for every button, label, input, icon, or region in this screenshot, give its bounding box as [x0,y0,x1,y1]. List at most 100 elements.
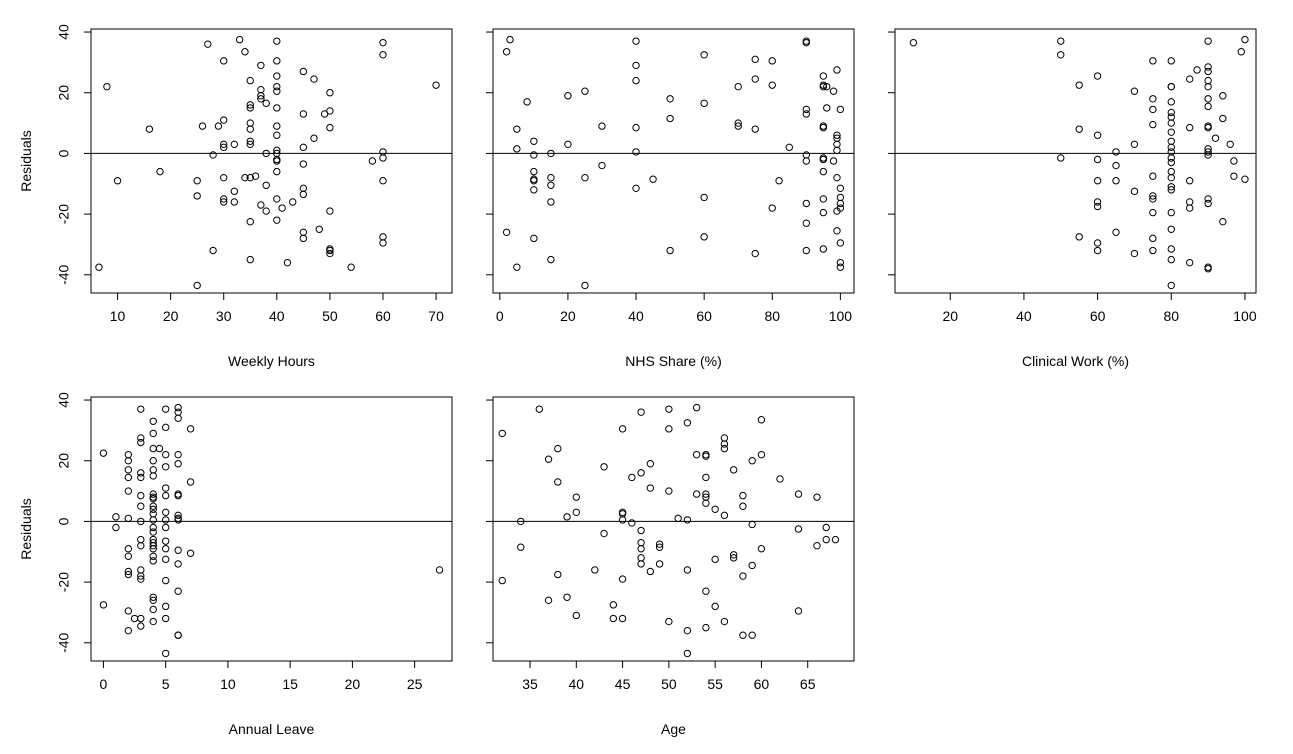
data-point [802,199,811,208]
data-point [241,173,249,182]
data-point [1211,134,1220,142]
data-point [246,140,254,149]
data-point [1204,95,1212,103]
data-point [1149,95,1157,103]
panel-4: 0 5 10 15 20 25 -40 -20 0 20 40 Annual Leave Residua… [18,392,453,737]
data-point [149,516,157,524]
x-tick-label: 20 [345,676,361,692]
data-point [775,177,783,185]
data-point [819,155,828,164]
data-point [637,545,645,553]
data-point [513,145,521,153]
data-point [1167,98,1175,106]
data-point [702,623,710,632]
x-tick-label: 5 [162,676,170,692]
data-point [739,572,747,580]
data-point [1167,113,1175,121]
data-point [739,631,747,639]
data-point [278,204,286,212]
data-point [379,154,387,162]
data-point [734,122,742,130]
data-point [326,123,334,132]
data-point [262,99,270,108]
data-point [729,554,738,562]
data-point [530,177,538,185]
data-point [161,545,170,553]
data-point [720,444,729,453]
data-point [819,245,828,253]
data-point [299,184,308,193]
data-point [149,552,157,561]
data-point [1167,225,1175,233]
data-point [720,440,729,448]
data-point [517,543,525,551]
data-point [1093,239,1102,247]
data-point [230,187,239,196]
data-point [1167,82,1175,91]
data-point [186,549,195,557]
data-point [572,508,581,517]
data-point [149,466,157,474]
data-point [149,505,157,513]
data-point [161,555,170,564]
data-point [683,566,692,574]
data-point [819,123,828,132]
data-point [692,403,701,412]
data-point [326,107,334,115]
data-point [757,545,766,553]
data-point [632,123,640,132]
data-point [1149,192,1157,200]
data-point [637,538,645,547]
data-point [751,125,759,133]
plot-frame [894,28,1257,294]
data-point [649,175,657,183]
data-point [1167,167,1175,176]
data-point [186,478,195,486]
data-point [1204,76,1212,85]
data-point [666,114,674,123]
data-point [802,157,811,165]
data-point [819,195,828,203]
data-point [149,557,157,565]
data-point [1149,120,1157,129]
data-point [137,438,145,447]
data-point [1057,154,1065,162]
data-point [909,38,918,47]
data-point [193,177,201,185]
x-tick-label: 35 [522,676,538,692]
data-point [1167,158,1175,167]
data-point [665,405,673,413]
data-point [1167,154,1175,162]
data-point [768,204,776,212]
data-point [1185,204,1194,212]
data-point [823,104,831,112]
data-point [299,234,308,243]
data-point [637,560,645,568]
y-tick-label: -20 [56,204,72,224]
data-point [220,140,228,149]
data-point [1167,208,1175,217]
data-point [246,76,254,85]
data-point [257,95,265,103]
data-point [149,444,157,453]
data-point [1185,177,1194,185]
data-point [1167,173,1175,182]
data-point [1204,148,1212,156]
data-point [161,450,170,459]
data-point [748,631,756,639]
data-point [95,263,103,271]
data-point [174,491,182,500]
data-point [720,617,729,626]
data-point [666,246,674,255]
x-tick-label: 70 [428,308,444,324]
data-point [161,463,170,471]
x-tick-label: 20 [942,308,958,324]
data-point [513,125,521,133]
data-point [174,560,182,568]
data-point [257,92,265,100]
data-point [1204,195,1212,203]
data-point [1219,114,1227,123]
data-point [149,545,157,553]
x-tick-label: 20 [560,308,576,324]
